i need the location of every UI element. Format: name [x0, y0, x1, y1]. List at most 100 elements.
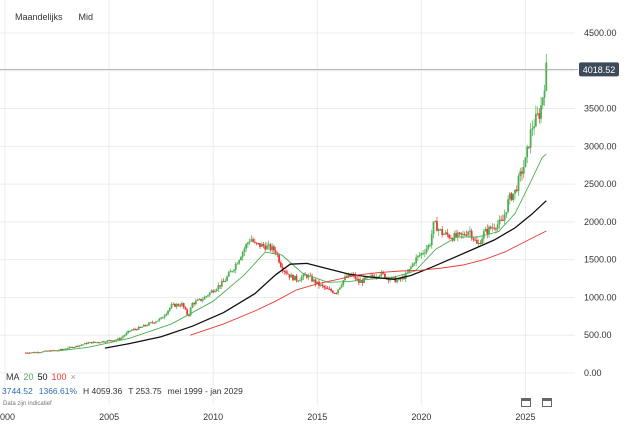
candle-body [470, 230, 473, 239]
candle-body [50, 350, 53, 352]
candle-body [255, 242, 258, 244]
price-type-selector[interactable]: Mid [78, 12, 94, 22]
candle-body [330, 289, 333, 291]
candle-body [248, 241, 251, 243]
calendar-icon[interactable] [521, 398, 531, 407]
candle-body [288, 274, 291, 278]
candle-body [472, 238, 475, 240]
candle-body [75, 345, 78, 347]
candle-body [279, 262, 282, 267]
candle-body [458, 232, 461, 234]
candle-body [184, 307, 187, 310]
candle-body [441, 229, 444, 235]
candle-body [283, 270, 286, 272]
candle-body [505, 211, 508, 215]
x-tick-label: 2020 [411, 412, 431, 422]
y-tick-label: 3000.00 [584, 141, 617, 151]
candle-body [253, 241, 256, 243]
candle-body [116, 338, 119, 340]
candle-body [533, 126, 536, 129]
candle-body [260, 243, 263, 247]
chart-toolbar: Maandelijks Mid [15, 12, 93, 22]
candle-body [33, 352, 36, 354]
candle-body [59, 348, 62, 351]
candle-body [127, 330, 130, 333]
candle-body [439, 229, 442, 231]
candle-body [524, 157, 527, 168]
candle-body [134, 329, 137, 331]
candle-body [179, 305, 182, 307]
candle-body [418, 255, 421, 257]
x-tick-label: 2025 [515, 412, 535, 422]
candle-body [161, 317, 164, 319]
candle-body [500, 219, 503, 221]
candle-body [326, 287, 329, 290]
candle-body [491, 227, 494, 229]
candle-body [214, 290, 216, 293]
candle-body [64, 348, 67, 350]
candle-body [96, 342, 98, 344]
candle-body [45, 350, 48, 352]
candle-body [474, 239, 477, 241]
candle-body [430, 234, 433, 246]
candle-body [508, 193, 511, 200]
candle-body [463, 234, 466, 236]
candle-body [99, 342, 102, 344]
ma20-toggle[interactable]: 20 [23, 372, 34, 382]
x-tick-label: 2005 [99, 412, 119, 422]
candle-body [63, 348, 65, 350]
candle-body [481, 238, 483, 244]
candle-body [278, 254, 281, 263]
candle-body [80, 344, 83, 346]
candle-body [205, 296, 208, 298]
candle-body [286, 273, 289, 275]
calendar-icon[interactable] [542, 398, 552, 407]
candle-body [160, 317, 163, 319]
ma100-toggle[interactable]: 100 [51, 372, 67, 382]
candle-body [158, 318, 161, 321]
candle-body [234, 263, 237, 270]
candle-body [141, 326, 143, 328]
candle-body [115, 339, 117, 341]
candle-body [201, 299, 204, 301]
candle-body [456, 232, 459, 237]
candle-body [212, 290, 215, 293]
candle-body [148, 322, 150, 326]
current-price-badge [579, 62, 619, 77]
candle-body [219, 285, 222, 287]
candle-body [503, 214, 506, 221]
candle-body [76, 345, 79, 347]
candle-body [364, 277, 367, 279]
ma50-toggle[interactable]: 50 [37, 372, 48, 382]
candle-body [371, 275, 374, 277]
candle-body [222, 281, 225, 283]
candle-body [246, 242, 249, 245]
candle-body [316, 281, 319, 284]
candle-body [347, 274, 350, 278]
candle-body [323, 285, 326, 288]
candle-body [427, 245, 430, 249]
candle-body [123, 335, 126, 337]
candle-body [536, 113, 539, 115]
candle-body [73, 346, 76, 348]
candle-body [47, 350, 50, 352]
candle-body [496, 224, 499, 229]
candle-body [92, 341, 95, 344]
candle-body [264, 245, 267, 250]
candle-body [266, 245, 268, 250]
candle-body [486, 228, 489, 234]
candle-body [120, 337, 123, 340]
candle-body [272, 246, 275, 251]
candle-body [344, 276, 346, 281]
candle-body [26, 352, 29, 354]
candle-body [434, 221, 437, 223]
close-icon[interactable]: × [70, 372, 76, 382]
candle-body [198, 298, 201, 300]
candle-body [507, 199, 509, 212]
candle-body [142, 324, 145, 327]
candle-body [540, 105, 542, 119]
high-value: H 4059.36 [83, 386, 123, 396]
candle-body [194, 300, 197, 305]
period-selector[interactable]: Maandelijks [15, 12, 63, 22]
